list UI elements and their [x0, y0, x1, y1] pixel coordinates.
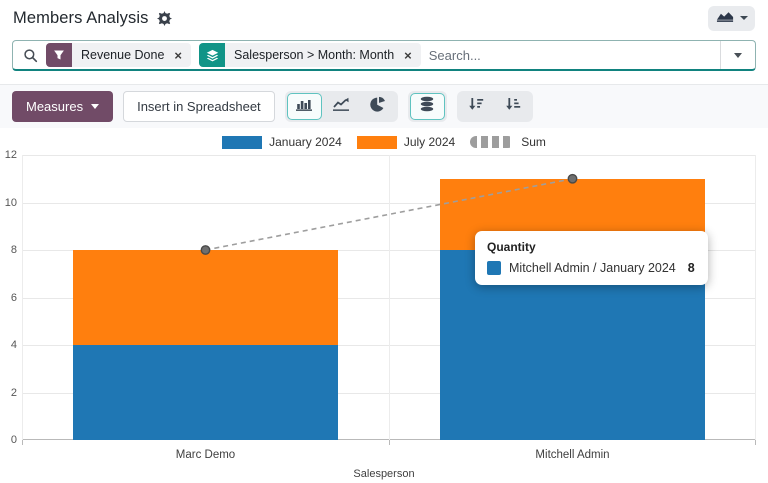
area-chart-icon — [716, 9, 735, 28]
x-category-label: Mitchell Admin — [535, 449, 610, 461]
facet-label: Revenue Done — [81, 48, 165, 62]
bar-marc-demo[interactable] — [73, 250, 338, 440]
x-axis-tick — [755, 440, 756, 445]
bar-chart-icon — [295, 96, 313, 117]
tooltip-value: 8 — [687, 261, 695, 275]
search-bar[interactable]: Revenue Done × Salesperson > Month: Mont… — [12, 40, 756, 71]
legend-dash-marker — [470, 136, 515, 148]
y-tick-label: 0 — [10, 434, 17, 446]
sort-ascending-button[interactable] — [496, 93, 531, 120]
filter-icon — [46, 43, 72, 67]
x-axis-tick — [22, 440, 23, 445]
insert-in-spreadsheet-button[interactable]: Insert in Spreadsheet — [123, 91, 275, 122]
graph-view: January 2024 July 2024 Sum 0 2 4 6 8 10 12 Marc D… — [0, 128, 768, 483]
stacked-button[interactable] — [409, 93, 445, 120]
x-axis-title: Salesperson — [353, 468, 415, 480]
sort-ascending-icon — [505, 96, 521, 117]
chevron-down-icon — [91, 104, 100, 109]
y-tick-label: 8 — [10, 244, 17, 256]
chart-tooltip: Quantity Mitchell Admin / January 2024 8 — [475, 231, 708, 285]
search-dropdown-toggle[interactable] — [720, 41, 755, 69]
chart-legend: January 2024 July 2024 Sum — [0, 135, 768, 149]
gridline — [755, 155, 756, 440]
y-tick-label: 12 — [4, 149, 17, 161]
measures-button[interactable]: Measures — [12, 91, 114, 122]
pie-chart-icon — [370, 96, 386, 117]
line-chart-icon — [332, 96, 350, 117]
facet-close-icon[interactable]: × — [404, 47, 412, 63]
legend-label: January 2024 — [269, 135, 342, 149]
legend-label: July 2024 — [403, 135, 456, 149]
stacked-group — [407, 91, 447, 122]
tooltip-label: Mitchell Admin / January 2024 — [509, 261, 676, 275]
sort-descending-button[interactable] — [459, 93, 494, 120]
bar-mitchell-admin[interactable] — [440, 178, 705, 440]
y-tick-label: 10 — [4, 196, 17, 209]
line-chart-button[interactable] — [324, 93, 359, 120]
tooltip-series-swatch — [487, 261, 501, 275]
legend-color-marker — [222, 135, 263, 149]
legend-item[interactable]: January 2024 — [222, 135, 342, 149]
pie-chart-button[interactable] — [361, 93, 396, 120]
gridline — [22, 155, 23, 440]
tooltip-row: Mitchell Admin / January 2024 8 — [487, 261, 695, 275]
view-switcher-button[interactable] — [708, 5, 755, 31]
legend-label: Sum — [521, 135, 546, 149]
facet-label: Salesperson > Month: Month — [234, 48, 395, 62]
legend-item[interactable]: Sum — [470, 135, 546, 149]
y-tick-label: 6 — [10, 291, 17, 304]
control-panel: Measures Insert in Spreadsheet — [0, 84, 768, 128]
tooltip-title: Quantity — [487, 240, 536, 254]
chart-type-group — [284, 91, 398, 122]
header: Members Analysis — [0, 0, 768, 36]
bar-segment[interactable] — [73, 250, 338, 345]
stacked-icon — [419, 96, 435, 117]
y-tick-label: 2 — [10, 386, 17, 399]
search-facet-filter: Revenue Done × — [46, 43, 191, 67]
bar-segment[interactable] — [73, 345, 338, 440]
plot-area: 0 2 4 6 8 10 12 Marc Demo Mitchell Admin — [5, 149, 756, 461]
sort-group — [456, 91, 533, 122]
gridline — [389, 155, 390, 440]
search-facet-groupby: Salesperson > Month: Month × — [199, 43, 421, 67]
search-icon — [13, 48, 46, 63]
x-axis-tick — [389, 440, 390, 445]
bar-chart-button[interactable] — [286, 93, 322, 120]
sort-descending-icon — [468, 96, 484, 117]
gear-icon[interactable] — [157, 10, 173, 26]
legend-color-marker — [356, 135, 397, 149]
chevron-down-icon — [739, 16, 748, 20]
measures-label: Measures — [26, 99, 84, 114]
search-input[interactable] — [428, 47, 720, 63]
legend-item[interactable]: July 2024 — [356, 135, 456, 149]
page-title: Members Analysis — [13, 8, 149, 27]
layers-icon — [199, 43, 225, 67]
facet-close-icon[interactable]: × — [174, 47, 182, 63]
y-tick-label: 4 — [10, 339, 17, 351]
x-category-label: Marc Demo — [175, 449, 236, 461]
chevron-down-icon — [734, 52, 742, 58]
